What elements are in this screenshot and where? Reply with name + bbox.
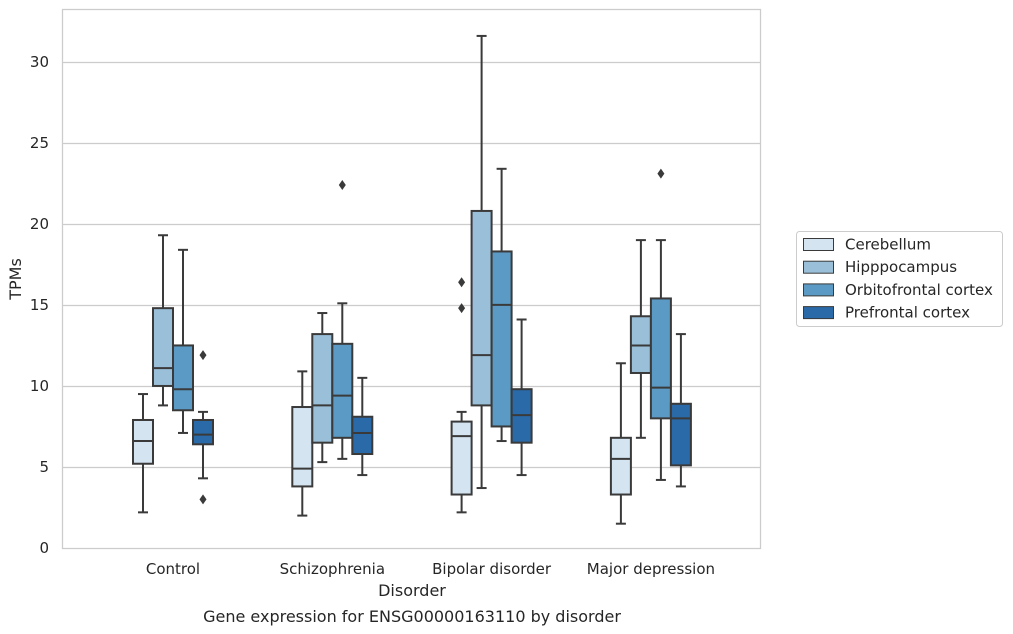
box-body (470, 209, 493, 407)
x-tick-label: Bipolar disorder (432, 560, 552, 578)
box-3-2 (510, 318, 533, 477)
outlier-point (657, 168, 665, 179)
outlier-point (458, 277, 466, 288)
x-tick-label: Major depression (587, 560, 715, 578)
box-2-1 (331, 180, 354, 460)
y-tick-label: 10 (30, 377, 49, 395)
legend-label: Cerebellum (845, 236, 931, 254)
outlier-point (199, 350, 207, 361)
x-tick-labels: Control Schizophrenia Bipolar disorder Majo… (146, 560, 715, 578)
box-body (490, 250, 513, 428)
box-1-0 (152, 234, 174, 407)
legend-swatch (803, 238, 834, 251)
box-1-2 (470, 34, 493, 490)
box-body (172, 344, 194, 412)
box-body (649, 297, 672, 420)
y-tick-label: 20 (30, 215, 49, 233)
box-2-3 (649, 168, 672, 481)
y-axis-label: TPMs (6, 258, 25, 301)
legend-label: Hipppocampus (845, 258, 957, 276)
x-tick-label: Schizophrenia (280, 560, 385, 578)
outlier-point (338, 180, 346, 191)
y-tick-label: 30 (30, 53, 49, 71)
box-1-1 (311, 312, 334, 464)
legend-label: Prefrontal cortex (845, 304, 970, 322)
y-tick-label: 25 (30, 134, 49, 152)
y-tick-label: 5 (39, 458, 49, 476)
y-tick-label: 0 (39, 539, 49, 557)
box-1-3 (629, 239, 652, 439)
x-tick-label: Control (146, 560, 200, 578)
box-body (291, 406, 314, 488)
box-0-3 (609, 362, 632, 525)
box-0-0 (132, 393, 154, 514)
plot-frame (61, 8, 762, 550)
box-body (311, 333, 334, 444)
legend-swatch (803, 283, 834, 297)
legend-swatch (803, 260, 834, 274)
boxes (132, 34, 692, 525)
figure-caption: Gene expression for ENSG00000163110 by d… (203, 607, 621, 626)
outlier-point (199, 494, 207, 505)
box-body (152, 307, 174, 387)
box-body (450, 420, 473, 496)
box-body (669, 402, 692, 467)
box-body (609, 436, 632, 496)
box-0-2 (450, 277, 473, 514)
legend: Cerebellum Hipppocampus Orbitofrontal cort… (796, 231, 1003, 327)
box-2-0 (172, 248, 194, 434)
y-tick-labels: 0 5 10 15 20 25 30 (30, 53, 49, 557)
box-3-0 (192, 350, 214, 505)
legend-swatch (803, 306, 834, 320)
box-body (351, 415, 374, 456)
x-axis-label: Disorder (378, 581, 446, 600)
y-tick-label: 15 (30, 296, 49, 314)
box-body (331, 342, 354, 439)
box-3-1 (351, 376, 374, 477)
box-2-2 (490, 167, 513, 443)
box-0-1 (291, 370, 314, 517)
legend-items: Cerebellum Hipppocampus Orbitofrontal cort… (803, 236, 993, 322)
legend-frame (796, 231, 1003, 327)
outlier-point (458, 303, 466, 314)
box-3-3 (669, 333, 692, 488)
box-body (192, 418, 214, 446)
legend-label: Orbitofrontal cortex (845, 281, 993, 299)
